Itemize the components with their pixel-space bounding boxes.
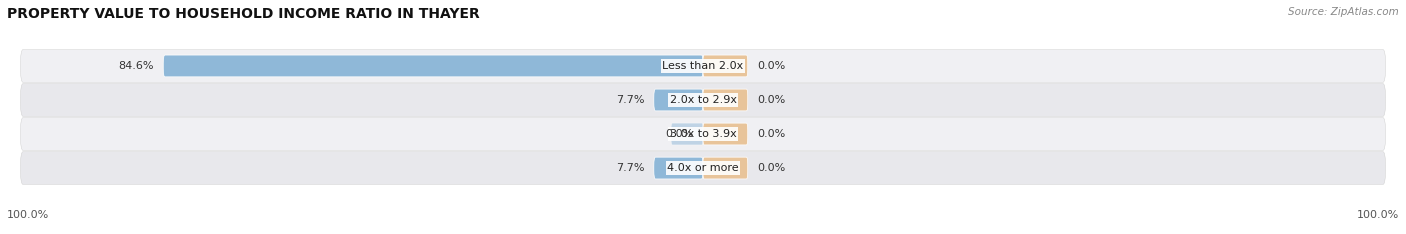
- Text: 0.0%: 0.0%: [665, 129, 693, 139]
- Text: 7.7%: 7.7%: [616, 95, 644, 105]
- FancyBboxPatch shape: [21, 84, 1385, 116]
- FancyBboxPatch shape: [21, 50, 1385, 82]
- Text: 0.0%: 0.0%: [758, 129, 786, 139]
- Text: 0.0%: 0.0%: [758, 163, 786, 173]
- Text: Less than 2.0x: Less than 2.0x: [662, 61, 744, 71]
- Text: 2.0x to 2.9x: 2.0x to 2.9x: [669, 95, 737, 105]
- FancyBboxPatch shape: [163, 55, 703, 77]
- FancyBboxPatch shape: [21, 118, 1385, 150]
- FancyBboxPatch shape: [703, 157, 748, 179]
- FancyBboxPatch shape: [703, 123, 748, 145]
- Text: 0.0%: 0.0%: [758, 95, 786, 105]
- Text: Source: ZipAtlas.com: Source: ZipAtlas.com: [1288, 7, 1399, 17]
- FancyBboxPatch shape: [21, 152, 1385, 184]
- Text: 0.0%: 0.0%: [758, 61, 786, 71]
- Text: 84.6%: 84.6%: [118, 61, 153, 71]
- FancyBboxPatch shape: [654, 157, 703, 179]
- Text: 100.0%: 100.0%: [1357, 210, 1399, 220]
- Text: PROPERTY VALUE TO HOUSEHOLD INCOME RATIO IN THAYER: PROPERTY VALUE TO HOUSEHOLD INCOME RATIO…: [7, 7, 479, 21]
- Text: 100.0%: 100.0%: [7, 210, 49, 220]
- FancyBboxPatch shape: [654, 89, 703, 111]
- Text: 7.7%: 7.7%: [616, 163, 644, 173]
- FancyBboxPatch shape: [703, 89, 748, 111]
- FancyBboxPatch shape: [671, 123, 703, 145]
- Text: 4.0x or more: 4.0x or more: [668, 163, 738, 173]
- Text: 3.0x to 3.9x: 3.0x to 3.9x: [669, 129, 737, 139]
- FancyBboxPatch shape: [703, 55, 748, 77]
